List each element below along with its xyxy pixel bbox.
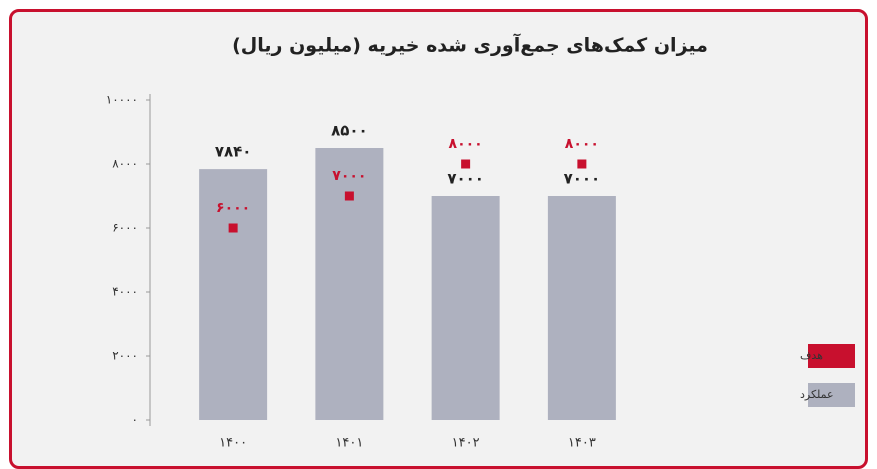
- y-tick-label: ۸۰۰۰: [112, 157, 138, 171]
- target-value-label: ۷۰۰۰: [332, 168, 366, 184]
- legend-label: هدف: [800, 349, 823, 362]
- legend-swatch: [808, 344, 855, 368]
- bar-value-label: ۷۰۰۰: [564, 170, 601, 188]
- legend-swatch: [808, 383, 855, 407]
- bar: [547, 196, 616, 420]
- chart: میزان کمک‌های جمع‌آوری شده خیریه (میلیون…: [106, 33, 855, 451]
- bar-value-label: ۷۸۴۰: [215, 143, 252, 161]
- target-value-label: ۶۰۰۰: [216, 200, 250, 216]
- y-tick-label: ۶۰۰۰: [112, 221, 138, 235]
- target-value-label: ۸۰۰۰: [449, 136, 483, 152]
- target-marker: [344, 191, 354, 201]
- target-value-label: ۸۰۰۰: [565, 136, 599, 152]
- bar: [199, 169, 268, 420]
- bar: [431, 196, 500, 420]
- legend-label: عملکرد: [800, 388, 834, 401]
- page: {"chart_data": { "type": "bar", "title":…: [9, 9, 868, 469]
- x-tick-label: ۱۴۰۱: [335, 436, 363, 451]
- y-tick-label: ۱۰۰۰۰: [106, 93, 138, 107]
- target-marker: [461, 159, 471, 169]
- target-marker: [577, 159, 587, 169]
- bar-value-label: ۷۰۰۰: [447, 170, 484, 188]
- target-marker: [228, 223, 238, 233]
- y-tick-label: ۲۰۰۰: [112, 349, 138, 363]
- x-tick-label: ۱۴۰۲: [452, 436, 480, 451]
- bar-value-label: ۸۵۰۰: [331, 122, 368, 140]
- y-tick-label: ۴۰۰۰: [112, 285, 138, 299]
- y-tick-label: ۰: [132, 413, 138, 427]
- x-tick-label: ۱۴۰۰: [219, 436, 247, 451]
- chart-title: میزان کمک‌های جمع‌آوری شده خیریه (میلیون…: [232, 33, 708, 57]
- x-tick-label: ۱۴۰۳: [568, 436, 596, 451]
- bar: [315, 148, 384, 420]
